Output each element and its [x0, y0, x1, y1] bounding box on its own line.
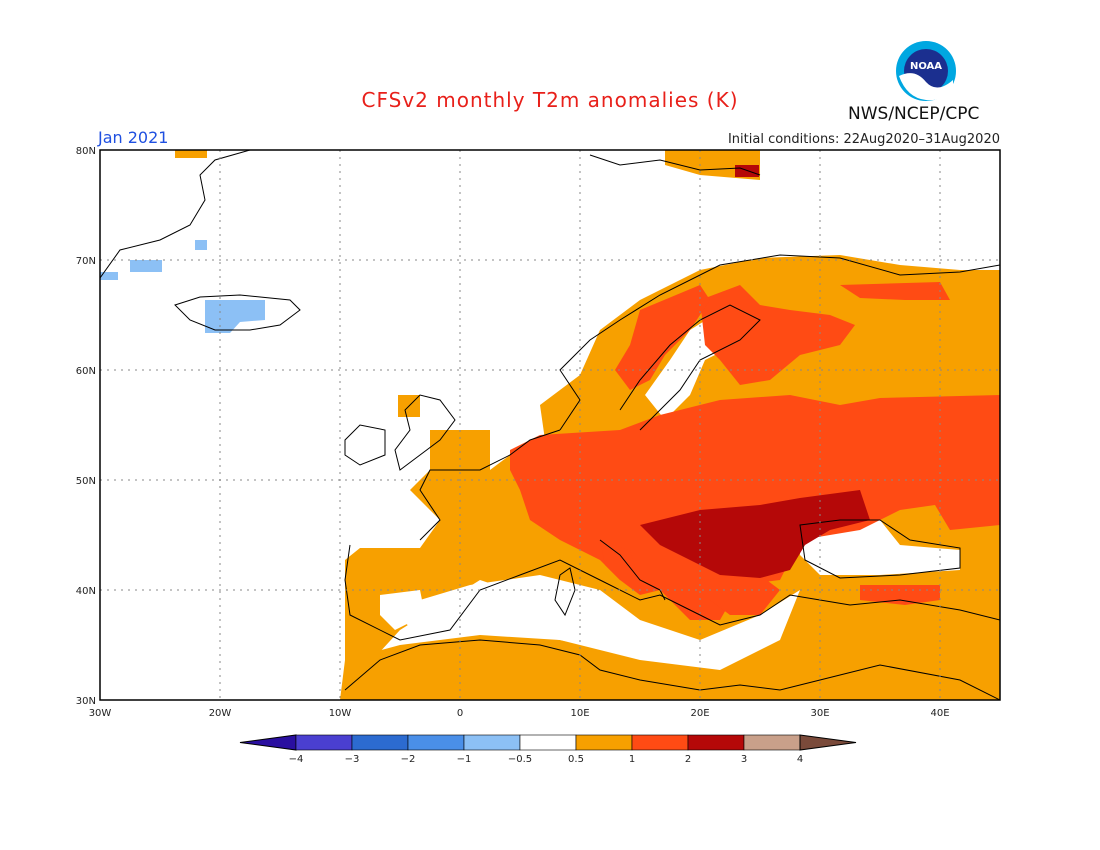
coastline-corsica-sardinia	[554, 567, 576, 617]
lon-label: 20W	[209, 708, 232, 719]
colorbar-swatch	[295, 734, 353, 751]
map-frame	[99, 149, 1001, 701]
colorbar-label: 2	[685, 754, 691, 765]
initial-conditions: Initial conditions: 22Aug2020–31Aug2020	[727, 132, 1000, 147]
anomaly-region-blue-greenland	[130, 260, 162, 272]
latitude-axis: 80N 70N 60N 50N 40N 30N	[76, 146, 96, 707]
anomaly-region-darkred	[640, 490, 870, 578]
anomaly-region-orange-south	[340, 635, 780, 700]
noaa-logo: NOAA	[895, 40, 957, 102]
anomaly-region-darkred-arctic	[735, 165, 759, 177]
lat-label: 60N	[76, 366, 96, 377]
coastline-iceland	[174, 294, 301, 331]
colorbar-swatch	[239, 734, 297, 751]
anomaly-region-orange-greenland	[175, 150, 207, 158]
coastline-scandinavia	[559, 254, 1000, 431]
coastline-svalbard	[589, 154, 761, 176]
svg-text:NOAA: NOAA	[910, 61, 942, 72]
colorbar-label: 0.5	[568, 754, 584, 765]
colorbar-label: 3	[741, 754, 747, 765]
anomaly-region-blue-greenland-2	[100, 272, 118, 280]
colorbar-label: 4	[797, 754, 803, 765]
colorbar-label: −0.5	[508, 754, 532, 765]
lat-label: 40N	[76, 586, 96, 597]
colorbar-labels: −4 −3 −2 −1 −0.5 0.5 1 2 3 4	[289, 754, 804, 765]
anomaly-region-blue-iceland	[205, 300, 265, 333]
colorbar-swatch	[799, 734, 857, 751]
coastline-europe	[344, 544, 1000, 641]
coastline-italy	[599, 539, 666, 601]
lat-label: 80N	[76, 146, 96, 157]
coastline-blacksea	[799, 519, 961, 579]
anomaly-neutral-iberia-west	[380, 590, 425, 630]
coastline-ireland	[344, 424, 386, 466]
coastlines	[100, 150, 1000, 700]
coastline-uk	[394, 394, 456, 471]
lon-label: 10E	[570, 708, 589, 719]
anomaly-region-red-scandinavia	[700, 285, 855, 385]
colorbar-swatch	[519, 734, 577, 751]
lat-label: 30N	[76, 696, 96, 707]
colorbar-label: −1	[457, 754, 472, 765]
coastline-baltic	[619, 304, 761, 431]
colorbar-swatch	[463, 734, 521, 751]
lon-label: 40E	[930, 708, 949, 719]
colorbar-swatch	[351, 734, 409, 751]
colorbar-label: −3	[345, 754, 360, 765]
lon-label: 30E	[810, 708, 829, 719]
colorbar-swatch	[575, 734, 633, 751]
anomaly-region-blue-greenland-3	[195, 240, 207, 250]
coastline-north-africa	[344, 639, 1000, 700]
colorbar-swatch	[743, 734, 801, 751]
colorbar-swatch	[407, 734, 465, 751]
colorbar	[239, 734, 857, 751]
colorbar-label: −4	[289, 754, 304, 765]
anomaly-neutral-mediterranean	[395, 575, 800, 670]
colorbar-label: 1	[629, 754, 635, 765]
anomaly-region-orange-ireland	[430, 430, 490, 470]
gridlines	[100, 150, 1000, 700]
coastline-greenland	[100, 150, 251, 279]
anomaly-fields	[100, 150, 1000, 700]
agency-label: NWS/NCEP/CPC	[848, 104, 980, 124]
coastline-france	[419, 429, 561, 541]
colorbar-label: −2	[401, 754, 416, 765]
lon-label: 0	[457, 708, 463, 719]
lon-label: 30W	[89, 708, 112, 719]
lon-label: 10W	[329, 708, 352, 719]
anomaly-region-red-sweden	[615, 285, 710, 390]
longitude-axis: 30W 20W 10W 0 10E 20E 30E 40E	[89, 708, 950, 719]
forecast-month: Jan 2021	[98, 128, 169, 147]
anomaly-region-red-greece	[700, 575, 780, 615]
lon-label: 20E	[690, 708, 709, 719]
colorbar-swatch	[631, 734, 689, 751]
anomaly-neutral-blacksea	[800, 520, 960, 575]
anomaly-region-red-north	[840, 282, 950, 300]
colorbar-swatch	[687, 734, 745, 751]
lat-label: 50N	[76, 476, 96, 487]
chart-title: CFSv2 monthly T2m anomalies (K)	[361, 88, 739, 112]
lat-label: 70N	[76, 256, 96, 267]
